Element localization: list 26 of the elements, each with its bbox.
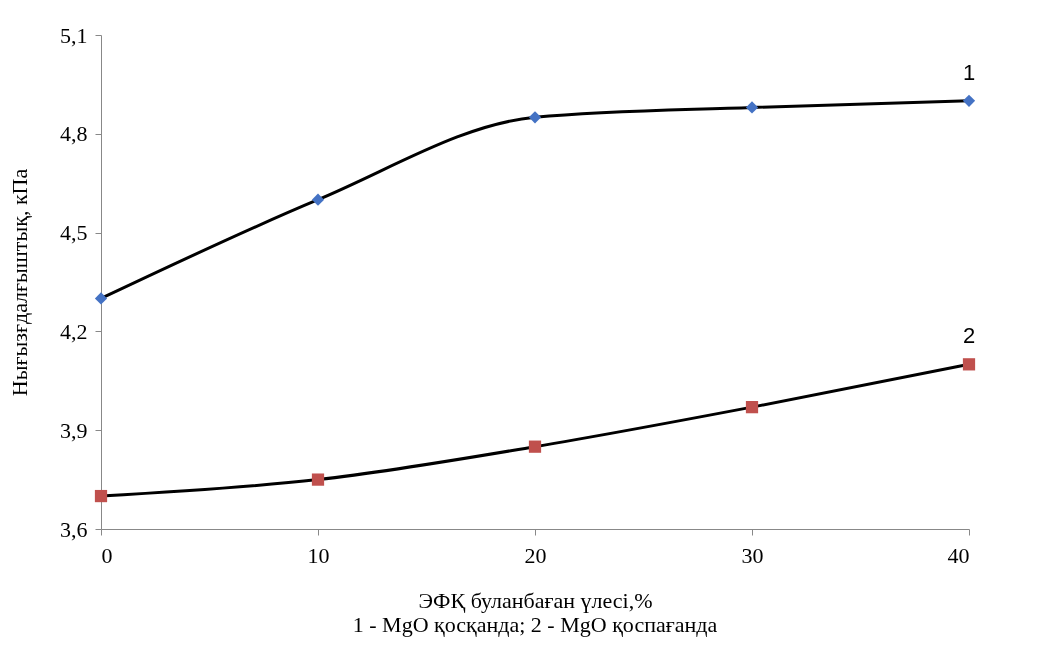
text: 1 - MgO қосқанда; 2 - MgO қоспағанда — [352, 612, 718, 637]
x-tick-label: 30 — [741, 542, 764, 568]
y-tick-label: 5,1 — [60, 22, 88, 48]
x-tick-label: 0 — [101, 542, 113, 568]
y-tick-label: 4,5 — [60, 220, 88, 246]
y-tick-label: 4,8 — [60, 121, 88, 147]
point — [528, 440, 542, 453]
point — [745, 401, 759, 414]
point — [962, 358, 976, 371]
point — [528, 111, 542, 124]
x-axis-title: ЭФҚ буланбаған үлесі,% — [418, 587, 653, 613]
x-tick-label: 40 — [947, 542, 970, 568]
point — [311, 193, 325, 206]
x-tick-label: 20 — [524, 542, 547, 568]
series-label: 2 — [962, 323, 976, 349]
point — [94, 489, 108, 503]
point — [745, 101, 759, 114]
point — [311, 473, 325, 486]
x-tick-label: 10 — [307, 542, 330, 568]
point — [94, 292, 108, 305]
point — [962, 94, 976, 107]
y-tick-label: 4,2 — [60, 318, 88, 344]
y-axis-title: Нығызғдалғыштық, кПа — [7, 168, 32, 397]
series-label: 1 — [962, 59, 976, 85]
y-tick-label: 3,9 — [60, 417, 88, 443]
y-tick-label: 3,6 — [60, 516, 88, 542]
